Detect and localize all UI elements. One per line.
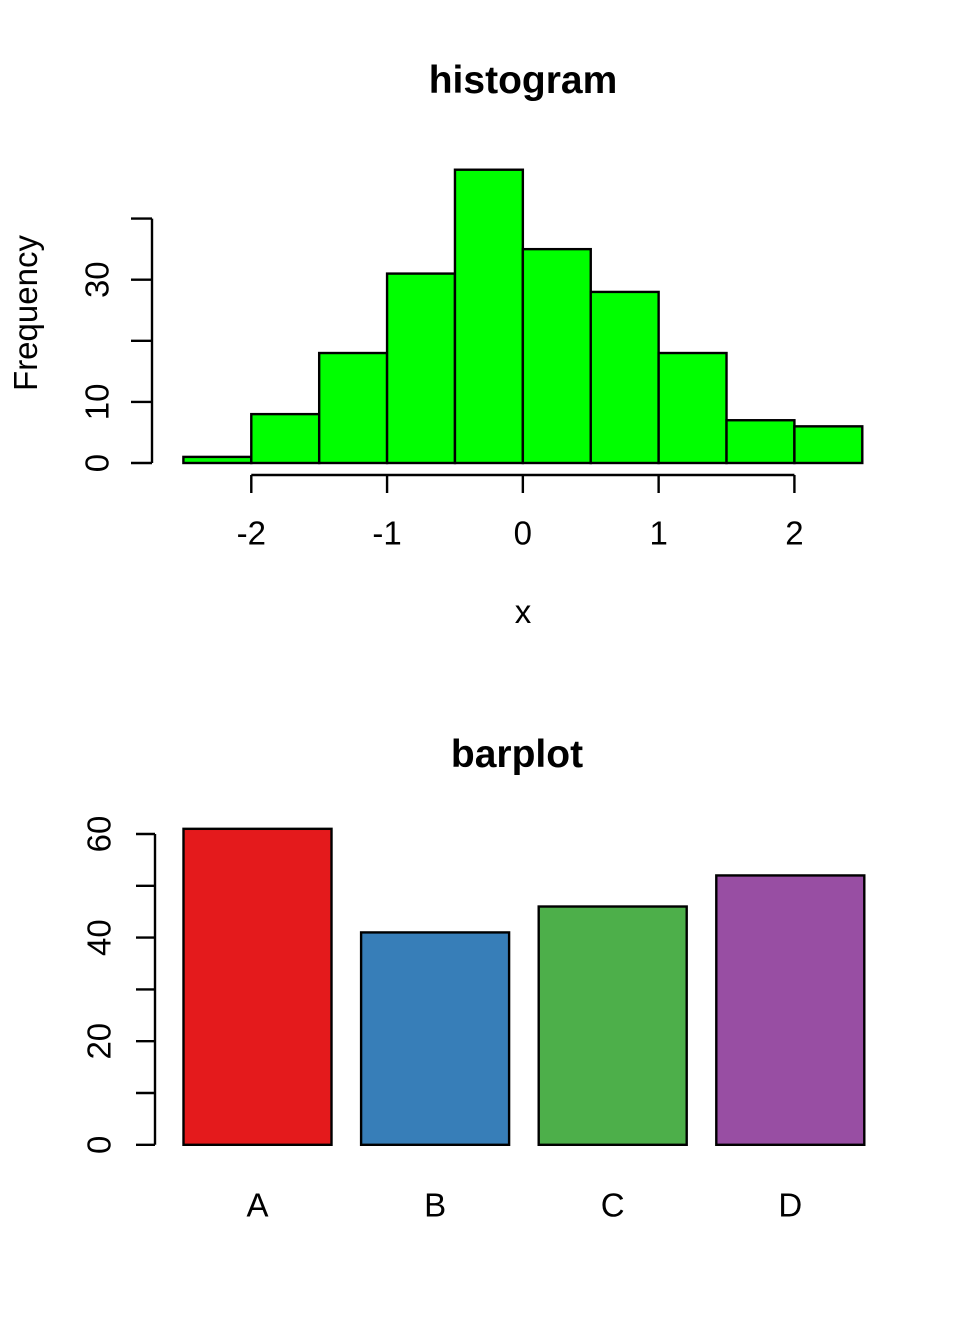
hist-bar xyxy=(589,290,660,465)
bar-y-tick-label: 60 xyxy=(81,816,118,853)
hist-y-axis-label: Frequency xyxy=(7,235,44,391)
bar-y-tick-label: 0 xyxy=(81,1136,118,1154)
hist-bar xyxy=(250,412,321,465)
bar-y-tick-label: 40 xyxy=(81,919,118,956)
bar-category-label: D xyxy=(778,1187,802,1224)
hist-x-tick-label: -1 xyxy=(372,515,401,552)
bar-category-label: A xyxy=(246,1187,268,1224)
histogram-title: histogram xyxy=(428,59,618,102)
hist-bar xyxy=(793,425,864,465)
bar-category-label: B xyxy=(424,1187,446,1224)
hist-bar xyxy=(521,247,592,465)
bar-y-tick-label: 20 xyxy=(81,1023,118,1060)
hist-bar xyxy=(317,351,389,465)
hist-x-axis-label: x xyxy=(514,593,532,630)
hist-bar xyxy=(182,455,253,465)
hist-y-tick-label: 30 xyxy=(79,261,116,298)
bar-rect xyxy=(359,931,511,1146)
bar-rect xyxy=(715,874,866,1146)
hist-bar xyxy=(453,168,525,465)
hist-x-tick-label: -2 xyxy=(237,515,266,552)
hist-y-tick-label: 0 xyxy=(79,454,116,472)
hist-x-tick-label: 2 xyxy=(785,515,803,552)
hist-y-tick-label: 10 xyxy=(79,384,116,421)
hist-x-tick-label: 0 xyxy=(514,515,532,552)
hist-bar xyxy=(657,351,728,465)
hist-bar xyxy=(725,419,796,465)
hist-x-tick-label: 1 xyxy=(649,515,667,552)
bar-category-label: C xyxy=(601,1187,625,1224)
hist-bar xyxy=(385,272,457,465)
barplot-title: barplot xyxy=(450,733,584,776)
bar-rect xyxy=(182,827,333,1147)
bar-rect xyxy=(537,905,688,1147)
